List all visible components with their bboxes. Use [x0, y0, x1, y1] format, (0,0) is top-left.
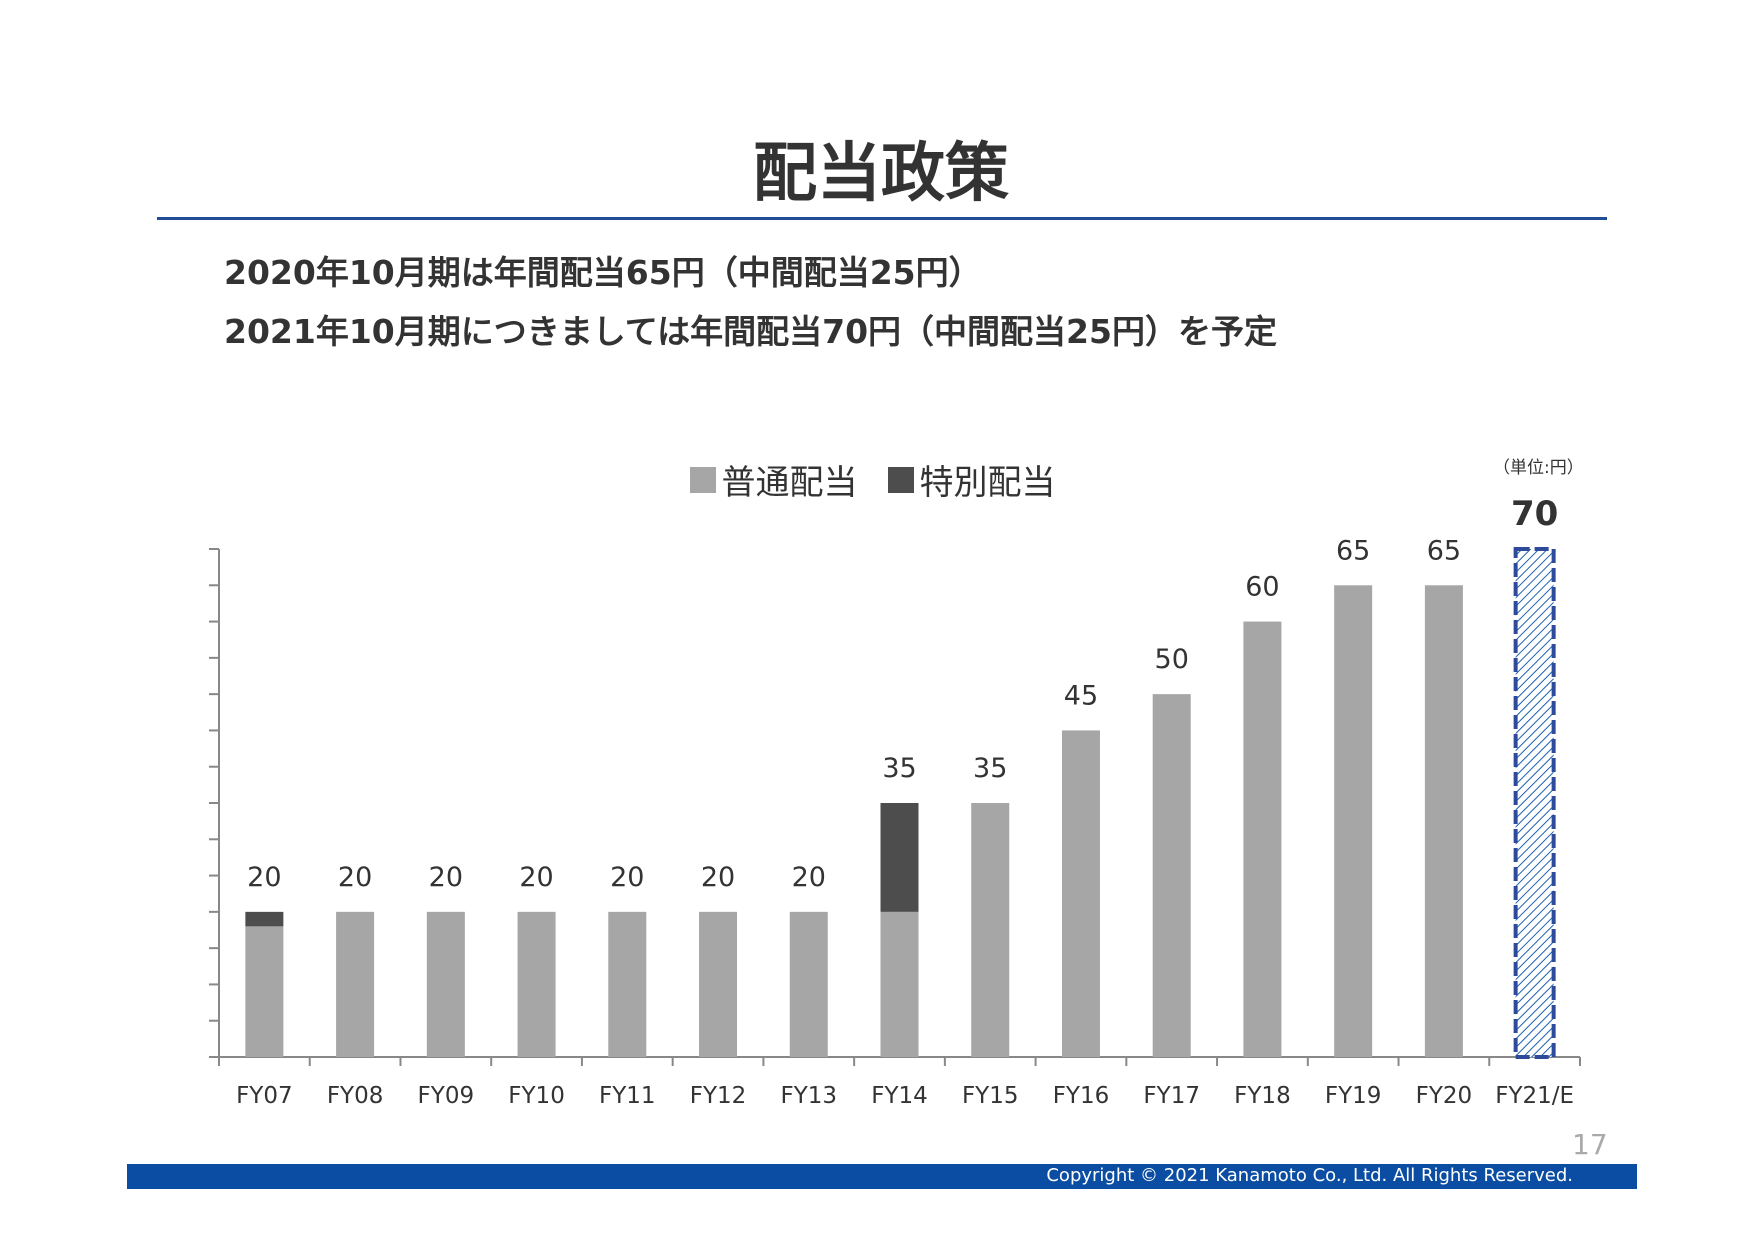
legend-label-special: 特別配当 [919, 463, 1056, 503]
bar-regular-dividend [1334, 585, 1373, 1057]
data-label: 70 [1511, 494, 1558, 534]
bar-regular-dividend [971, 803, 1010, 1057]
bar-regular-dividend [1243, 621, 1282, 1057]
bar-regular-dividend [789, 911, 828, 1057]
subtitle-line-2: 2021年10月期につきましては年間配当70円（中間配当25円）を予定 [224, 312, 1277, 351]
x-tick-label: FY11 [599, 1083, 656, 1109]
copyright-text: Copyright © 2021 Kanamoto Co., Ltd. All … [1046, 1165, 1573, 1186]
data-label: 20 [519, 862, 553, 893]
x-tick-label: FY15 [962, 1083, 1019, 1109]
data-label: 45 [1064, 680, 1098, 711]
bar-regular-dividend [1061, 730, 1100, 1057]
bar-special-dividend [245, 911, 284, 927]
bar-regular-dividend [1152, 694, 1191, 1057]
x-tick-label: FY17 [1143, 1083, 1200, 1109]
bar-regular-dividend [699, 911, 738, 1057]
chart-legend: 普通配当 特別配当 [0, 455, 1745, 504]
x-tick-label: FY21/E [1495, 1083, 1574, 1109]
bar-regular-dividend [608, 911, 647, 1057]
data-label: 20 [247, 862, 281, 893]
x-tick-label: FY13 [780, 1083, 837, 1109]
bar-special-dividend [880, 803, 919, 912]
x-tick-label: FY19 [1325, 1083, 1382, 1109]
page-number: 17 [1572, 1128, 1608, 1161]
data-label: 50 [1155, 644, 1189, 675]
subtitle-line-1: 2020年10月期は年間配当65円（中間配当25円） [224, 253, 982, 292]
x-tick-label: FY20 [1416, 1083, 1473, 1109]
unit-label: （単位:円） [1493, 458, 1584, 478]
x-tick-label: FY10 [508, 1083, 565, 1109]
data-label: 65 [1427, 535, 1461, 566]
bar-regular-dividend [245, 926, 284, 1057]
x-tick-label: FY12 [690, 1083, 747, 1109]
bar-regular-dividend [426, 911, 465, 1057]
bar-regular-dividend [880, 911, 919, 1057]
x-tick-label: FY18 [1234, 1083, 1291, 1109]
x-tick-label: FY09 [418, 1083, 475, 1109]
legend-label-regular: 普通配当 [721, 463, 858, 503]
bar-regular-dividend [517, 911, 556, 1057]
legend-item-special: 特別配当 [887, 455, 1056, 504]
data-label: 35 [973, 753, 1007, 784]
bar-regular-dividend [336, 911, 375, 1057]
bar-forecast [1513, 547, 1556, 1059]
data-label: 35 [882, 753, 916, 784]
data-label: 20 [338, 862, 372, 893]
x-tick-label: FY16 [1053, 1083, 1110, 1109]
page-title: 配当政策 [753, 137, 1009, 211]
data-label: 60 [1245, 572, 1279, 603]
data-label: 20 [610, 862, 644, 893]
legend-item-regular: 普通配当 [689, 455, 858, 504]
data-label: 20 [701, 862, 735, 893]
data-label: 20 [429, 862, 463, 893]
legend-swatch-special [887, 466, 914, 493]
data-label: 20 [792, 862, 826, 893]
footer-bar: Copyright © 2021 Kanamoto Co., Ltd. All … [127, 1164, 1637, 1189]
title-divider [157, 217, 1607, 220]
bar-regular-dividend [1424, 585, 1463, 1057]
x-tick-label: FY08 [327, 1083, 384, 1109]
data-label: 65 [1336, 535, 1370, 566]
x-tick-label: FY07 [236, 1083, 293, 1109]
x-tick-label: FY14 [871, 1083, 928, 1109]
legend-swatch-regular [689, 466, 716, 493]
